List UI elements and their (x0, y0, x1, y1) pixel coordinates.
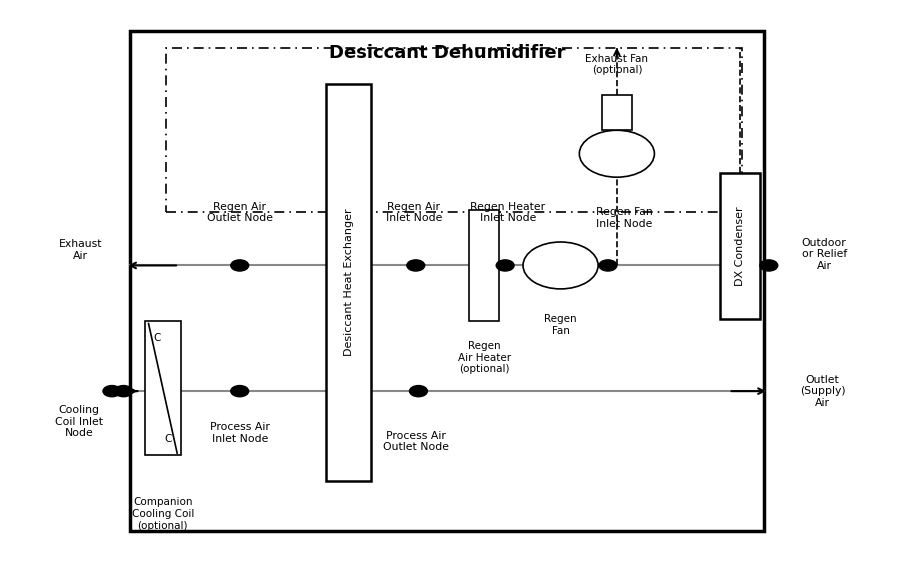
Text: Cooling
Coil Inlet
Node: Cooling Coil Inlet Node (55, 405, 103, 438)
Bar (469, 210, 498, 321)
Text: DX Condenser: DX Condenser (734, 206, 744, 286)
Text: Exhaust Fan
(optional): Exhaust Fan (optional) (585, 54, 648, 75)
Bar (145, 321, 180, 455)
Circle shape (409, 385, 427, 397)
Text: Process Air
Inlet Node: Process Air Inlet Node (210, 422, 270, 444)
Text: Regen Heater
Inlet Node: Regen Heater Inlet Node (470, 202, 545, 223)
Text: Regen
Air Heater
(optional): Regen Air Heater (optional) (457, 341, 510, 374)
Circle shape (523, 242, 598, 289)
Text: Regen Air
Outlet Node: Regen Air Outlet Node (207, 202, 272, 223)
Circle shape (496, 260, 514, 271)
Circle shape (115, 385, 132, 397)
Text: Process Air
Outlet Node: Process Air Outlet Node (383, 430, 448, 452)
Text: Companion
Cooling Coil
(optional): Companion Cooling Coil (optional) (131, 498, 194, 531)
Bar (166, 48, 742, 213)
Circle shape (103, 385, 121, 397)
Bar (601, 95, 631, 131)
Circle shape (599, 260, 616, 271)
Circle shape (406, 260, 425, 271)
Text: C: C (164, 434, 171, 443)
Text: C: C (154, 333, 161, 343)
Bar (326, 84, 371, 481)
Text: Outlet
(Supply)
Air: Outlet (Supply) Air (799, 374, 844, 408)
Text: Desiccant Dehumidifier: Desiccant Dehumidifier (329, 44, 565, 62)
Text: Exhaust
Air: Exhaust Air (59, 239, 102, 260)
Bar (129, 31, 763, 531)
Text: Regen Fan
Inlet Node: Regen Fan Inlet Node (595, 207, 651, 229)
Circle shape (578, 131, 654, 177)
Circle shape (759, 260, 777, 271)
Text: Desiccant Heat Exchanger: Desiccant Heat Exchanger (343, 209, 353, 356)
Text: Regen Air
Inlet Node: Regen Air Inlet Node (385, 202, 442, 223)
Text: Regen
Fan: Regen Fan (544, 315, 577, 336)
Circle shape (230, 260, 249, 271)
Text: Outdoor
or Relief
Air: Outdoor or Relief Air (801, 238, 846, 271)
Bar (719, 173, 759, 319)
Circle shape (230, 385, 249, 397)
